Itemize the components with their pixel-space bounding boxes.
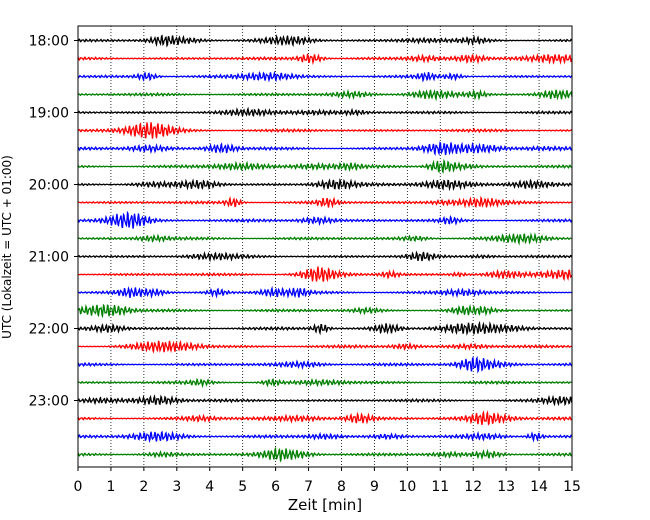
seismogram-traces (77, 34, 573, 463)
x-tick-label-9: 9 (370, 479, 379, 495)
trace-3 (77, 88, 573, 102)
trace-20 (77, 394, 573, 407)
y-axis-label: UTC (Lokalzeit = UTC + 01:00) (0, 155, 14, 339)
x-tick-label-14: 14 (530, 479, 548, 495)
trace-2 (77, 70, 573, 83)
trace-9 (77, 195, 573, 209)
x-tick-label-2: 2 (139, 479, 148, 495)
x-tick-label-8: 8 (337, 479, 346, 495)
x-tick-label-7: 7 (304, 479, 313, 495)
trace-22 (77, 430, 573, 444)
x-axis-ticks: 0 1 2 3 4 5 6 7 8 9 10 11 12 13 14 15 (74, 467, 581, 495)
x-tick-label-5: 5 (238, 479, 247, 495)
x-tick-label-0: 0 (74, 479, 83, 495)
trace-6 (77, 141, 573, 157)
x-axis-label: Zeit [min] (288, 496, 362, 514)
y-axis-ticks: 18:00 19:00 20:00 21:00 22:00 23:00 (29, 34, 78, 410)
trace-5 (77, 122, 573, 139)
trace-18 (77, 355, 573, 374)
x-tick-label-15: 15 (563, 479, 581, 495)
y-tick-label-4: 22:00 (29, 322, 69, 338)
x-tick-label-4: 4 (205, 479, 214, 495)
trace-15 (77, 303, 573, 319)
y-tick-label-3: 21:00 (29, 250, 69, 266)
trace-1 (77, 53, 573, 66)
y-tick-label-0: 18:00 (29, 34, 69, 50)
trace-4 (77, 106, 573, 118)
x-tick-label-13: 13 (497, 479, 515, 495)
trace-19 (77, 377, 573, 389)
trace-14 (77, 285, 573, 299)
trace-8 (77, 177, 573, 192)
trace-17 (77, 340, 573, 354)
trace-16 (77, 320, 573, 336)
x-tick-label-3: 3 (172, 479, 181, 495)
trace-13 (77, 266, 573, 283)
trace-21 (77, 410, 573, 426)
trace-12 (77, 250, 573, 263)
plot-frame (77, 25, 573, 468)
y-tick-label-5: 23:00 (29, 394, 69, 410)
trace-11 (77, 232, 573, 246)
trace-7 (77, 158, 573, 174)
x-tick-label-10: 10 (398, 479, 416, 495)
trace-0 (77, 34, 573, 48)
x-tick-label-12: 12 (464, 479, 482, 495)
x-tick-label-1: 1 (106, 479, 115, 495)
x-tick-label-6: 6 (271, 479, 280, 495)
y-tick-label-2: 20:00 (29, 178, 69, 194)
trace-10 (77, 210, 573, 229)
x-tick-label-11: 11 (431, 479, 449, 495)
trace-23 (77, 446, 573, 463)
y-tick-label-1: 19:00 (29, 106, 69, 122)
